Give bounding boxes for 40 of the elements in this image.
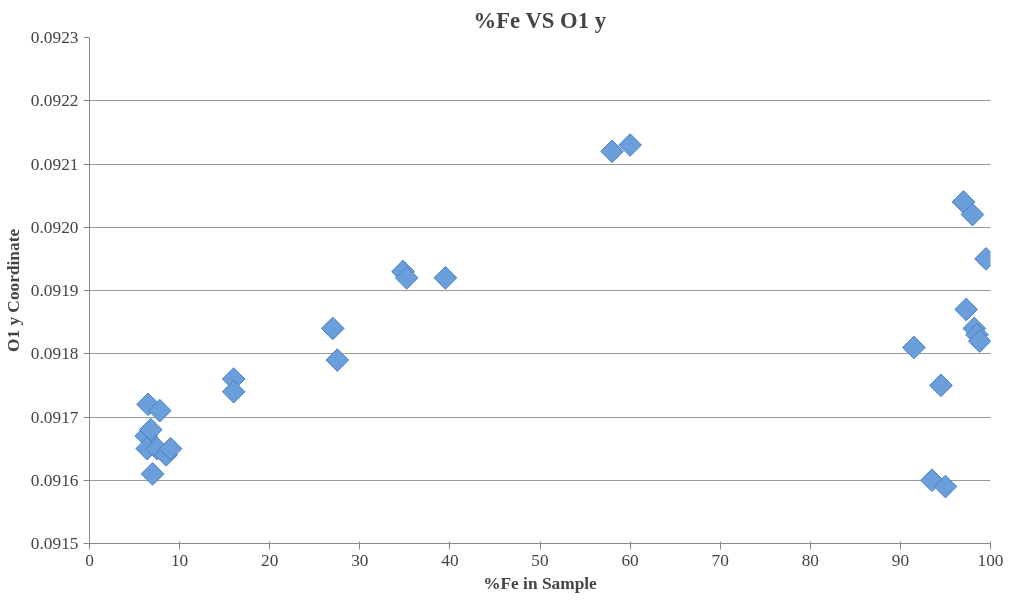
point <box>138 417 163 442</box>
point <box>221 379 246 404</box>
x-tick-label: 70 <box>711 550 729 570</box>
point <box>933 474 958 499</box>
point <box>158 436 183 461</box>
y-tick-label: 0.0918 <box>30 344 79 364</box>
x-tick-label: 10 <box>170 550 189 570</box>
x-tick-label: 80 <box>801 550 819 570</box>
point <box>320 316 345 341</box>
chart-title: %Fe VS O1 y <box>473 7 607 33</box>
y-tick-label: 0.0921 <box>30 154 79 174</box>
y-tick-label: 0.0922 <box>30 91 79 111</box>
point <box>325 348 350 372</box>
point <box>954 297 978 322</box>
x-tick-label: 50 <box>531 550 549 570</box>
point <box>433 266 458 290</box>
y-axis-title: O1 y Coordinate <box>3 228 23 353</box>
x-tick-label: 40 <box>441 550 459 570</box>
y-tick-label: 0.0916 <box>30 470 79 490</box>
point <box>929 373 953 398</box>
x-tick-label: 60 <box>621 550 639 570</box>
x-tick-label: 20 <box>261 550 279 570</box>
point <box>600 139 624 164</box>
point <box>394 266 419 290</box>
y-tick-label: 0.0923 <box>30 28 79 47</box>
point <box>618 133 642 157</box>
y-tick-label: 0.0920 <box>30 217 79 237</box>
point <box>147 398 172 423</box>
x-tick-label: 30 <box>351 550 369 570</box>
point <box>140 462 165 486</box>
y-tick-label: 0.0917 <box>30 407 79 427</box>
point <box>967 329 991 353</box>
point <box>960 202 985 227</box>
y-tick-label: 0.0915 <box>30 534 79 553</box>
x-tick-label: 100 <box>977 550 1004 570</box>
x-axis-title: %Fe in Sample <box>483 573 598 593</box>
point <box>902 335 926 360</box>
y-tick-label: 0.0919 <box>30 281 79 300</box>
x-tick-label: 0 <box>85 550 94 570</box>
x-tick-label: 90 <box>891 550 910 570</box>
